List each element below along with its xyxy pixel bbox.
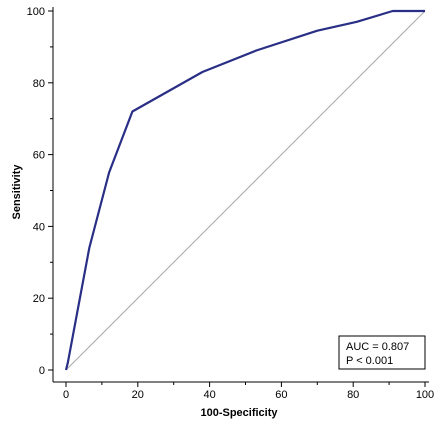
x-tick-label: 80	[347, 389, 359, 401]
x-tick-label: 100	[416, 389, 434, 401]
reference-diagonal-line	[65, 10, 426, 371]
x-tick-label: 0	[63, 389, 69, 401]
y-tick-label: 100	[27, 6, 45, 18]
roc-curve-line	[64, 9, 425, 371]
y-tick-label: 60	[33, 150, 45, 162]
y-tick-label: 40	[33, 221, 45, 233]
x-tick-label: 20	[132, 389, 144, 401]
axis-ticks: 0 20 40 60 80 100 0 20 40 60 80 100	[27, 6, 435, 401]
x-tick-label: 60	[275, 389, 287, 401]
p-value-text: P < 0.001	[346, 355, 393, 367]
y-tick-label: 80	[33, 78, 45, 90]
y-tick-label: 0	[39, 365, 45, 377]
y-tick-label: 20	[33, 293, 45, 305]
auc-text: AUC = 0.807	[346, 341, 409, 353]
y-axis-title: Sensitivity	[11, 164, 23, 220]
x-axis-title: 100-Specificity	[200, 407, 278, 419]
stats-legend-box: AUC = 0.807 P < 0.001	[338, 335, 426, 370]
x-tick-label: 40	[203, 389, 215, 401]
